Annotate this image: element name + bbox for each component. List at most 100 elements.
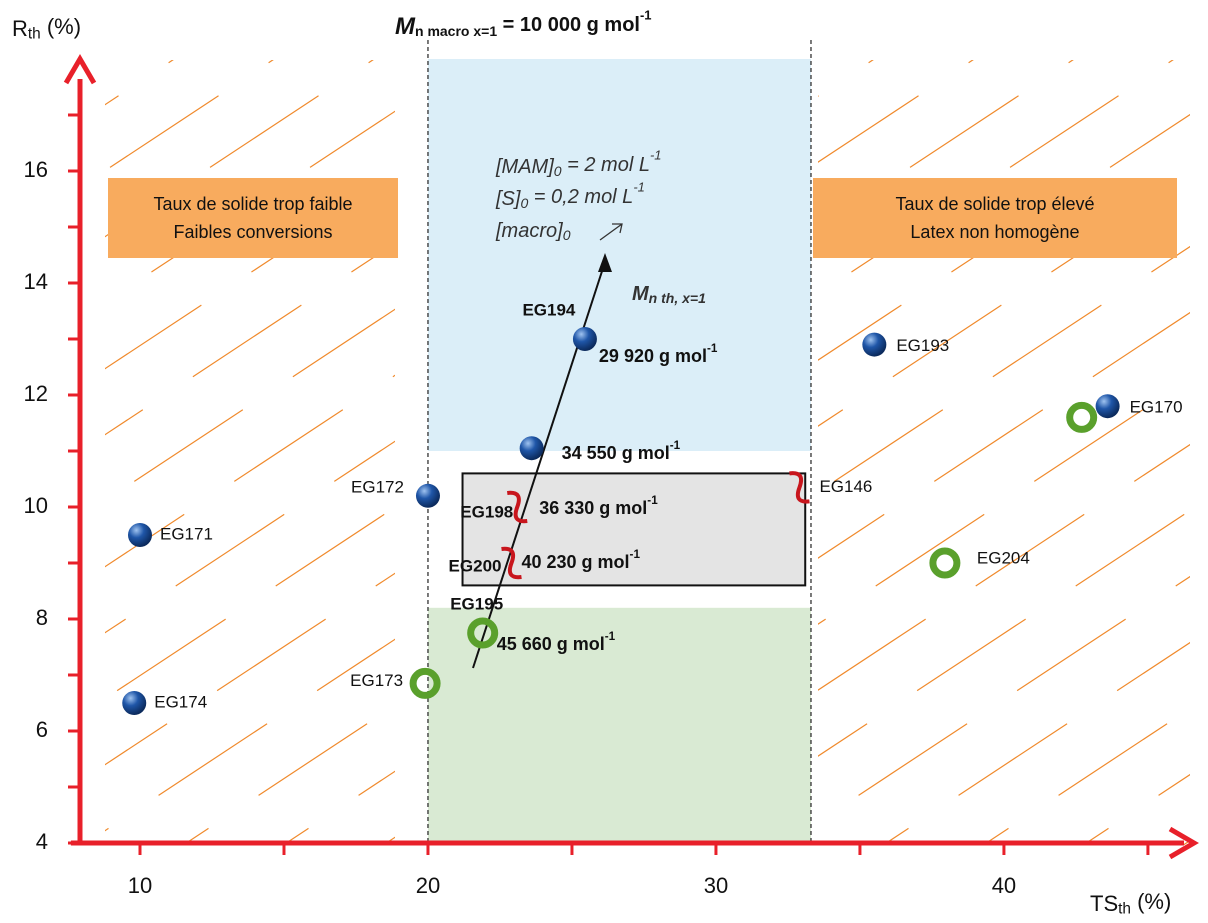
sphere-point [415, 483, 440, 508]
hatch-line [105, 60, 374, 238]
hatch-line [1000, 42, 1208, 900]
hatch-line [105, 374, 395, 568]
hatch-line [0, 42, 400, 900]
hatch-line [818, 311, 1190, 559]
ring-point [929, 547, 961, 579]
hatch-line [818, 245, 1190, 493]
mn-value: 40 230 g mol [521, 552, 629, 572]
hatch-line [1182, 839, 1190, 845]
rich-text: [macro]0 [495, 220, 571, 243]
point-label: EG174 [154, 692, 207, 711]
rich-text: TSth (%) [1090, 889, 1171, 918]
mn-unit-sup: -1 [707, 342, 718, 355]
hatch-line [818, 443, 1190, 691]
y-tick-label: 10 [24, 493, 48, 518]
rich-text: Rth (%) [12, 14, 81, 43]
text-part: 0 [554, 163, 562, 179]
note-box [108, 178, 398, 258]
blue-zone [427, 59, 811, 451]
sphere-point [519, 436, 544, 461]
hatch-line [800, 42, 1208, 900]
point-label: EG200 [449, 556, 502, 575]
ring-point [1066, 401, 1098, 433]
hatch-line [0, 42, 100, 900]
x-tick-label: 40 [992, 873, 1016, 898]
note-text: Faibles conversions [173, 222, 332, 242]
text-part: -1 [650, 148, 662, 163]
hatch [0, 42, 1208, 900]
text-part: -1 [633, 180, 645, 195]
x-tick-label: 10 [128, 873, 152, 898]
text-part: n macro x=1 [415, 23, 497, 39]
hatch-line [105, 308, 395, 502]
rich-text: [S]0 = 0,2 mol L-1 [495, 180, 645, 211]
y-arrow [63, 54, 97, 85]
point-label: EG198 [460, 502, 513, 521]
text-part: th [28, 26, 41, 43]
hatch-line [900, 42, 1208, 900]
mn-value: 29 920 g mol [599, 346, 707, 366]
hatch-line [182, 704, 395, 845]
text-part: th [1118, 901, 1131, 918]
small-arrow [599, 223, 623, 241]
mn-unit-sup: -1 [670, 439, 681, 452]
text-part: TS [1090, 891, 1118, 916]
sphere-point [122, 691, 147, 715]
hatch-line [882, 641, 1190, 845]
worm-point [501, 546, 522, 580]
y-tick-label: 8 [36, 605, 48, 630]
point-label: EG171 [160, 524, 213, 543]
mn-value: 45 660 g mol [497, 634, 605, 654]
text-part: = 0,2 mol L [528, 186, 633, 208]
hatch-line [1100, 42, 1208, 900]
note-text: Taux de solide trop élevé [895, 194, 1094, 214]
note-text: Latex non homogène [910, 222, 1079, 242]
x-tick-label: 20 [416, 873, 440, 898]
mn-label: 45 660 g mol-1 [497, 630, 616, 654]
hatch-line [0, 42, 100, 900]
hatch-line [105, 572, 395, 766]
hatch-line [105, 440, 395, 634]
y-tick-label: 12 [24, 381, 48, 406]
worm-point [789, 471, 810, 504]
sphere-point [572, 327, 597, 351]
text-part: M [395, 13, 416, 40]
text-part: = 10 000 g mol [497, 14, 640, 36]
hatch [0, 42, 1208, 900]
trend-head [598, 253, 612, 272]
point-label: EG146 [819, 477, 872, 496]
hatch-line [1082, 773, 1190, 845]
hatch-line [818, 377, 1190, 625]
text-part: 0 [520, 195, 528, 211]
point-label: EG193 [896, 336, 949, 355]
x-tick-label: 30 [704, 873, 728, 898]
green-zone [427, 607, 811, 843]
note-text: Taux de solide trop faible [153, 194, 352, 214]
text-part: R [12, 16, 28, 41]
y-tick-label: 4 [36, 829, 48, 854]
text-part: M [632, 283, 650, 305]
grey-box [461, 472, 807, 587]
point-label: EG195 [450, 594, 503, 613]
mn-label: 36 330 g mol-1 [539, 494, 658, 518]
point-label: EG173 [350, 671, 403, 690]
text-part: -1 [640, 8, 652, 23]
mn-unit-sup: -1 [630, 548, 641, 561]
ring-point [409, 667, 441, 699]
text-part: n th, x=1 [649, 290, 706, 306]
y-tick-label: 14 [24, 269, 48, 294]
point-label: EG170 [1130, 398, 1183, 417]
worm-point [507, 490, 528, 524]
point-label: EG204 [977, 548, 1030, 567]
rich-text: Mn th, x=1 [632, 283, 706, 306]
sphere-point [127, 523, 152, 547]
point-label: EG194 [522, 300, 575, 319]
hatch-line [818, 575, 1190, 823]
sphere-point [1095, 394, 1120, 419]
hatch-line [1200, 42, 1208, 900]
mn-unit-sup: -1 [647, 494, 658, 507]
mn-value: 34 550 g mol [562, 443, 670, 463]
point-label: EG172 [351, 477, 404, 496]
mn-unit-sup: -1 [605, 630, 616, 643]
